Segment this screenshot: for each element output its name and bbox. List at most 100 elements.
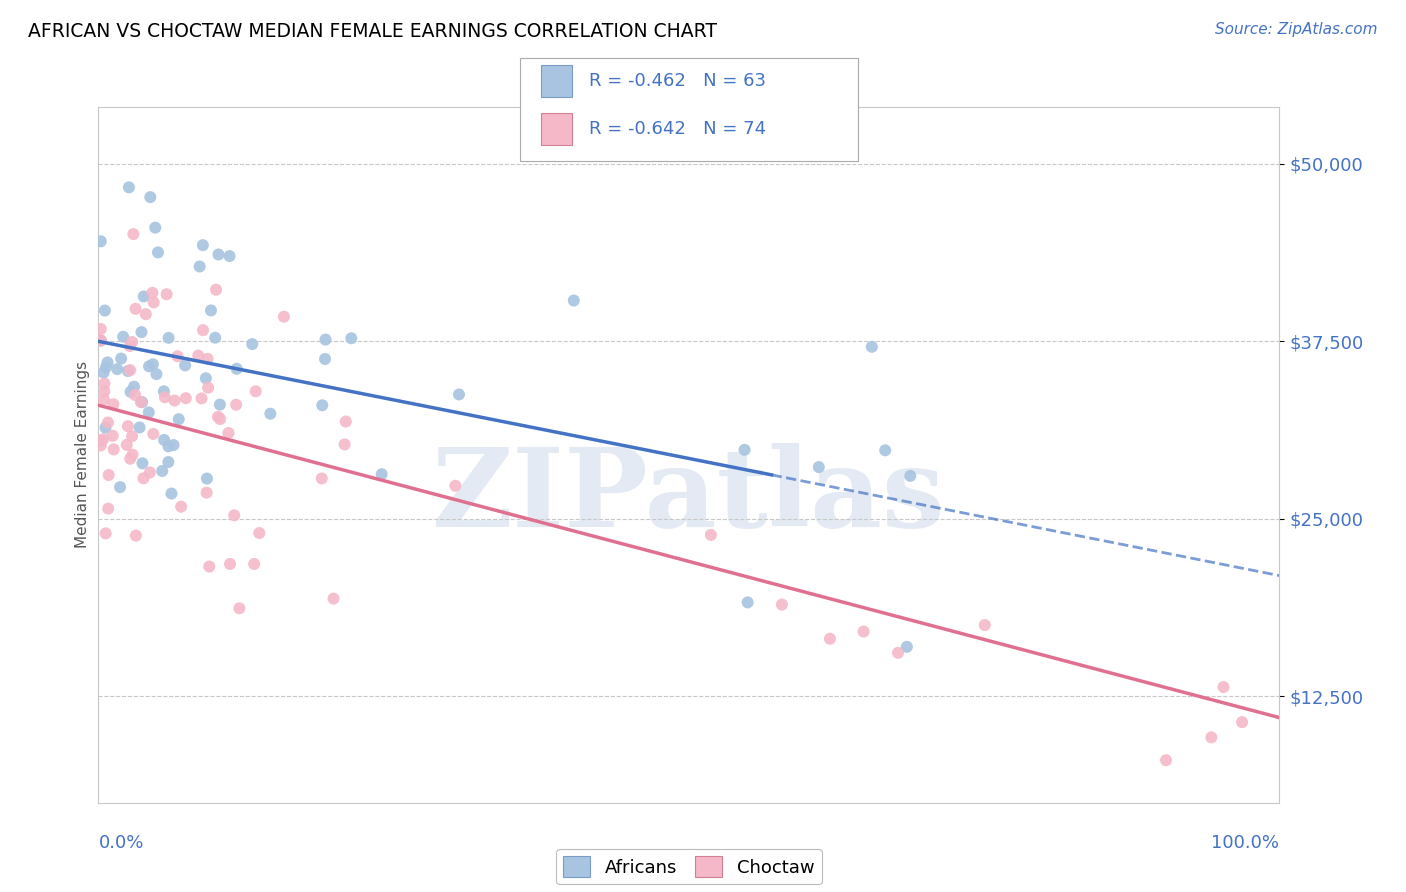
Point <box>1212 680 1234 694</box>
Point <box>132 289 155 303</box>
Point <box>97 468 120 483</box>
Point <box>818 632 841 646</box>
Point <box>197 381 219 395</box>
Point <box>138 405 160 419</box>
Point <box>118 339 141 353</box>
Point <box>93 376 115 391</box>
Point <box>112 329 135 343</box>
Point <box>122 227 145 241</box>
Point <box>898 469 921 483</box>
Point <box>197 351 219 366</box>
Point <box>896 640 918 654</box>
Point <box>340 331 363 345</box>
Point <box>167 412 190 426</box>
Point <box>207 247 229 261</box>
Point <box>219 557 242 571</box>
Point <box>142 357 165 371</box>
Point <box>322 591 344 606</box>
Point <box>247 526 270 541</box>
Point <box>228 601 250 615</box>
Point <box>117 364 139 378</box>
Point <box>142 426 165 441</box>
Point <box>128 420 150 434</box>
Text: R = -0.462   N = 63: R = -0.462 N = 63 <box>589 72 766 90</box>
Point <box>734 442 756 457</box>
Point <box>91 432 114 446</box>
Point <box>94 420 117 434</box>
Point <box>97 501 120 516</box>
Point <box>110 351 132 366</box>
Point <box>90 434 112 448</box>
Point <box>94 526 117 541</box>
Point <box>141 285 163 300</box>
Point <box>118 180 141 194</box>
Point <box>187 349 209 363</box>
Point <box>94 303 117 318</box>
Point <box>311 398 333 412</box>
Point <box>90 438 112 452</box>
Point <box>94 360 117 375</box>
Point <box>195 472 218 486</box>
Point <box>160 486 183 500</box>
Point <box>770 598 793 612</box>
Point <box>1201 731 1223 745</box>
Point <box>245 384 267 399</box>
Point <box>93 366 115 380</box>
Text: AFRICAN VS CHOCTAW MEDIAN FEMALE EARNINGS CORRELATION CHART: AFRICAN VS CHOCTAW MEDIAN FEMALE EARNING… <box>28 22 717 41</box>
Point <box>105 362 128 376</box>
Point <box>875 443 897 458</box>
Point <box>335 415 357 429</box>
Point <box>188 260 211 274</box>
Point <box>150 464 173 478</box>
Point <box>225 361 247 376</box>
Point <box>208 398 231 412</box>
Point <box>1154 753 1177 767</box>
Point <box>166 349 188 363</box>
Point <box>108 480 131 494</box>
Point <box>120 451 142 466</box>
Point <box>124 388 146 402</box>
Point <box>174 359 197 373</box>
Point <box>101 429 124 443</box>
Point <box>973 618 995 632</box>
Point <box>195 485 218 500</box>
Point <box>153 390 176 404</box>
Point <box>97 355 120 369</box>
Point <box>121 334 143 349</box>
Point <box>120 363 142 377</box>
Point <box>311 471 333 485</box>
Point <box>259 407 281 421</box>
Point <box>125 528 148 542</box>
Point <box>115 438 138 452</box>
Point <box>207 409 229 424</box>
Point <box>315 333 337 347</box>
Point <box>162 438 184 452</box>
Point <box>121 448 143 462</box>
Point <box>174 391 197 405</box>
Point <box>218 425 240 440</box>
Point <box>145 367 167 381</box>
Point <box>273 310 295 324</box>
Point <box>700 528 723 542</box>
Point <box>562 293 585 308</box>
Point <box>90 234 112 248</box>
Point <box>156 287 179 301</box>
Point <box>447 387 470 401</box>
Text: ZIPatlas: ZIPatlas <box>432 443 946 550</box>
Point <box>157 439 180 453</box>
Point <box>190 392 212 406</box>
Point <box>243 557 266 571</box>
Point <box>191 238 214 252</box>
Point <box>146 245 169 260</box>
Text: 100.0%: 100.0% <box>1212 834 1279 852</box>
Text: 0.0%: 0.0% <box>98 834 143 852</box>
Point <box>157 455 180 469</box>
Legend: Africans, Choctaw: Africans, Choctaw <box>557 849 821 884</box>
Point <box>117 419 139 434</box>
Point <box>218 249 240 263</box>
Point <box>887 646 910 660</box>
Point <box>204 331 226 345</box>
Point <box>194 371 217 385</box>
Point <box>198 559 221 574</box>
Point <box>209 412 232 426</box>
